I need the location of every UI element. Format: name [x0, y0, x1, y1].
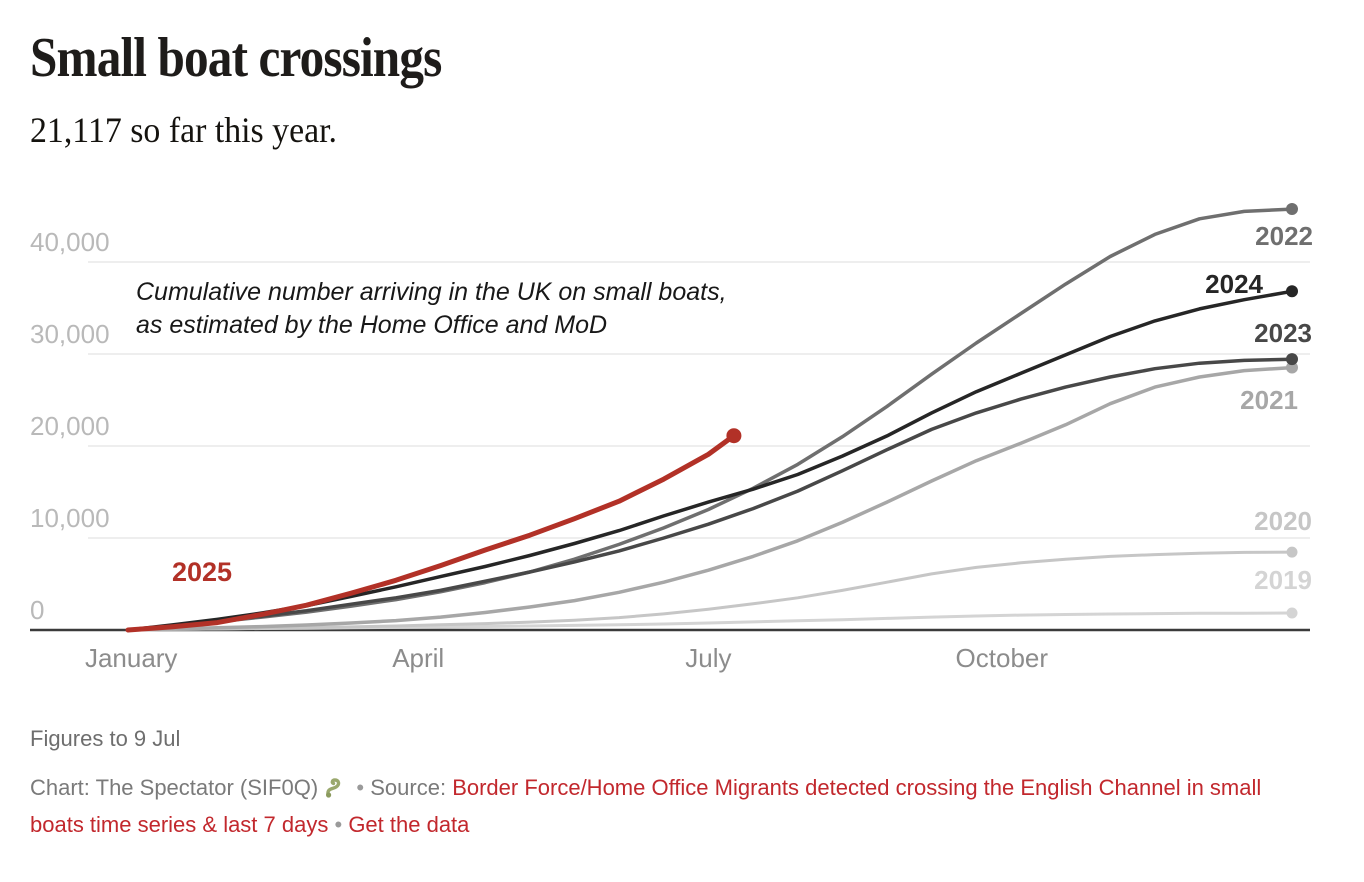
chart-credit: Chart: The Spectator (SIF0Q) • Source: B… — [30, 769, 1280, 843]
chart-annotation: Cumulative number arriving in the UK on … — [136, 276, 727, 342]
series-line-2024 — [126, 289, 1294, 632]
chart-title: Small boat crossings — [30, 27, 442, 89]
credit-byline: Chart: The Spectator (SIF0Q) — [30, 775, 319, 800]
series-label-2020: 2020 — [1254, 506, 1312, 536]
y-axis-label: 20,000 — [30, 411, 110, 441]
series-label-2021: 2021 — [1240, 385, 1298, 415]
series-end-dot-2024 — [1286, 285, 1298, 298]
credit-separator-1: • — [356, 775, 365, 800]
series-label-2024: 2024 — [1205, 269, 1263, 299]
series-label-2025: 2025 — [172, 557, 232, 587]
chart-subtitle: 21,117 so far this year. — [30, 110, 338, 150]
series-label-2019: 2019 — [1254, 565, 1312, 595]
get-data-link[interactable]: Get the data — [348, 812, 470, 837]
series-line-2021 — [126, 365, 1294, 632]
source-label: Source: — [370, 775, 447, 800]
x-axis-label: January — [85, 643, 178, 673]
series-label-2023: 2023 — [1254, 318, 1312, 348]
series-end-dot-2020 — [1286, 546, 1298, 558]
figures-note: Figures to 9 Jul — [30, 726, 181, 751]
y-axis-label: 0 — [30, 595, 44, 625]
x-axis-label: July — [685, 643, 731, 673]
series-end-dot-2021 — [1286, 361, 1298, 374]
series-line-2025 — [125, 433, 737, 633]
x-axis-label: October — [956, 643, 1049, 673]
annotation-line-2: as estimated by the Home Office and MoD — [136, 311, 608, 339]
series-end-dot-2022 — [1286, 203, 1298, 216]
source-link[interactable]: Border Force/Home Office Migrants detect… — [30, 775, 1262, 837]
series-line-2022 — [126, 207, 1294, 632]
y-axis-label: 10,000 — [30, 503, 110, 533]
series-end-dot-2019 — [1286, 607, 1298, 619]
y-axis-label: 40,000 — [30, 227, 110, 257]
series-line-2023 — [126, 357, 1294, 632]
annotation-line-1: Cumulative number arriving in the UK on … — [136, 278, 727, 306]
x-axis-label: April — [392, 643, 444, 673]
snake-emoji-icon — [324, 772, 350, 798]
series-label-2022: 2022 — [1255, 221, 1313, 251]
y-axis-label: 30,000 — [30, 319, 110, 349]
credit-separator-2: • — [334, 812, 343, 837]
series-line-2020 — [126, 550, 1294, 632]
series-end-dot-2023 — [1286, 353, 1298, 366]
series-end-dot-2025 — [726, 428, 742, 444]
